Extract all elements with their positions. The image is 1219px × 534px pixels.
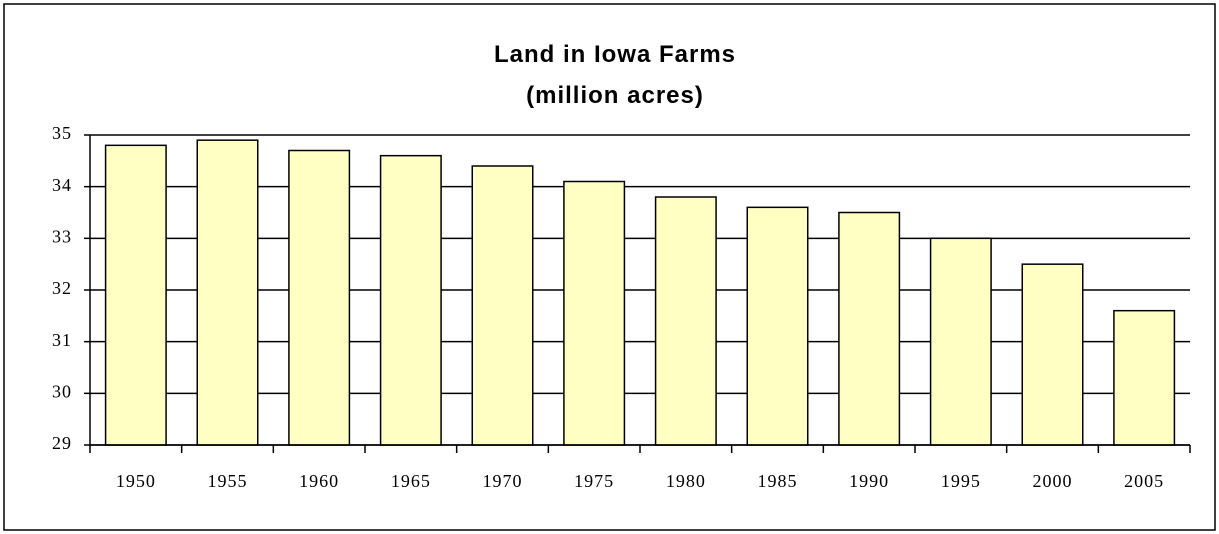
chart-title: Land in Iowa Farms [494, 41, 736, 68]
x-tick-label: 1985 [758, 471, 798, 491]
x-tick-label: 1960 [299, 471, 339, 491]
bar [104, 144, 167, 446]
y-tick-label: 29 [52, 433, 72, 453]
bar [746, 206, 809, 446]
bar [838, 211, 901, 446]
bar [196, 139, 259, 446]
y-tick-label: 31 [52, 330, 72, 350]
y-tick-label: 33 [52, 226, 72, 246]
x-tick-label: 1980 [666, 471, 706, 491]
y-tick-label: 34 [52, 175, 72, 195]
x-tick-label: 1970 [483, 471, 523, 491]
x-tick-label: 1955 [208, 471, 248, 491]
bar [471, 165, 534, 446]
bar [1113, 309, 1176, 446]
x-tick-label: 1990 [849, 471, 889, 491]
bar [563, 180, 626, 446]
bar [379, 154, 442, 446]
x-tick-label: 1975 [574, 471, 614, 491]
y-tick-label: 30 [52, 381, 72, 401]
y-tick-label: 35 [52, 123, 72, 143]
bar [929, 237, 992, 446]
x-tick-label: 2000 [1033, 471, 1073, 491]
x-tick-label: 1965 [391, 471, 431, 491]
bar [1021, 263, 1084, 446]
x-tick-label: 1995 [941, 471, 981, 491]
chart-subtitle: (million acres) [526, 82, 704, 109]
bar [654, 196, 717, 446]
x-tick-label: 2005 [1124, 471, 1164, 491]
bar [288, 149, 351, 446]
y-tick-label: 32 [52, 278, 72, 298]
x-tick-label: 1950 [116, 471, 156, 491]
